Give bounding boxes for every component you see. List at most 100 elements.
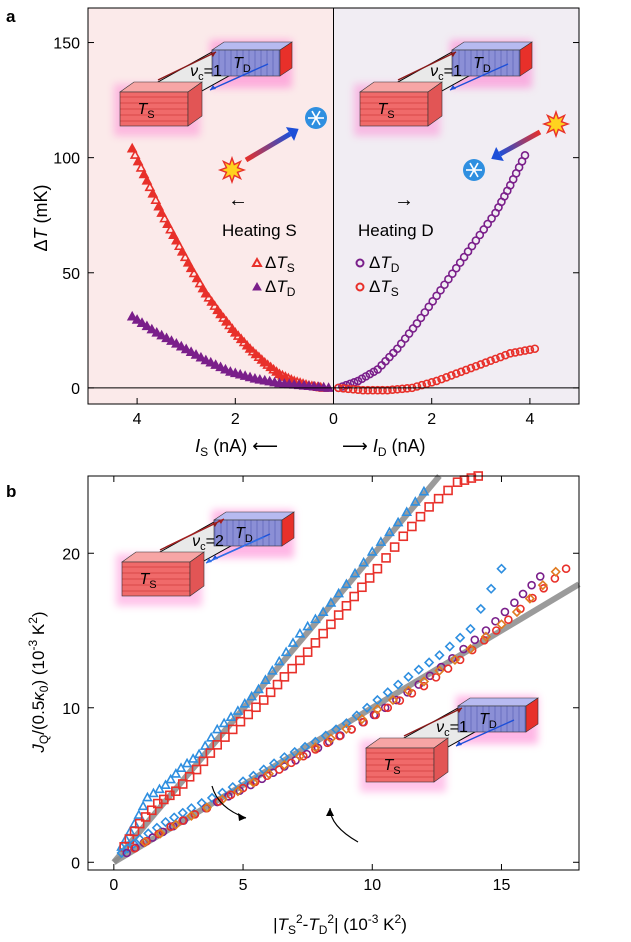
source-label: TS bbox=[377, 101, 394, 121]
data-point bbox=[310, 742, 321, 753]
data-point bbox=[476, 360, 486, 369]
data-point bbox=[341, 600, 352, 611]
panel-a-insets: TD TS νc=1 TD TS νc=1 bbox=[114, 40, 571, 185]
snowflake-arm bbox=[311, 110, 321, 126]
data-point bbox=[299, 751, 308, 761]
drain-label: TD bbox=[235, 525, 253, 545]
data-point bbox=[353, 385, 363, 395]
channel-backward bbox=[205, 536, 265, 564]
drain-top bbox=[213, 511, 295, 521]
data-point bbox=[475, 230, 485, 240]
data-point bbox=[530, 344, 540, 354]
data-point bbox=[372, 563, 383, 574]
y-tick-label: 0 bbox=[71, 855, 80, 872]
y-tick-label: 10 bbox=[62, 701, 80, 718]
drain-top bbox=[451, 41, 533, 51]
data-point bbox=[505, 349, 515, 358]
data-point bbox=[501, 350, 510, 360]
data-point bbox=[550, 566, 561, 577]
heat-source-star-icon bbox=[217, 155, 247, 185]
data-point bbox=[341, 723, 352, 735]
data-point bbox=[418, 676, 430, 687]
data-point bbox=[139, 837, 150, 848]
x-tick-label: 2 bbox=[427, 411, 436, 428]
data-point bbox=[520, 346, 530, 355]
data-point bbox=[177, 807, 188, 818]
data-point bbox=[311, 745, 320, 754]
panel-b-xlabel: |TS2-TD2| (10-3 K2) bbox=[273, 912, 407, 937]
data-point bbox=[363, 385, 373, 395]
data-point bbox=[136, 317, 148, 327]
data-point bbox=[454, 632, 466, 643]
panel-b: TD TS νc=2 TD TS νc=1 0 5 10 15 0 10 20 b JQ/(0.5κ0… bbox=[6, 471, 581, 937]
data-point bbox=[175, 762, 187, 773]
heat-flow-arrow-right bbox=[498, 129, 542, 157]
data-point bbox=[496, 352, 505, 362]
data-point bbox=[471, 236, 481, 245]
heat-flow-arrow-left-head bbox=[285, 127, 299, 141]
data-point bbox=[392, 695, 401, 705]
data-point bbox=[412, 319, 422, 328]
data-point bbox=[392, 679, 404, 690]
data-point bbox=[372, 704, 383, 715]
data-point bbox=[409, 496, 421, 506]
data-point bbox=[170, 768, 182, 778]
data-point bbox=[440, 280, 449, 290]
data-point bbox=[248, 770, 259, 781]
data-point bbox=[143, 828, 154, 839]
data-point bbox=[273, 655, 285, 666]
data-point bbox=[129, 149, 141, 159]
curved-arrow-bottom-head bbox=[326, 808, 334, 816]
heat-flow-arrow-right-head bbox=[491, 146, 504, 162]
channel-backward bbox=[449, 63, 509, 91]
data-point bbox=[170, 819, 181, 830]
y-tick-label: 100 bbox=[53, 151, 80, 168]
data-point bbox=[423, 657, 435, 668]
data-point bbox=[122, 843, 133, 854]
source-front bbox=[365, 747, 435, 783]
data-point bbox=[190, 349, 202, 359]
data-point bbox=[302, 620, 314, 631]
data-point bbox=[138, 168, 150, 179]
data-point bbox=[427, 378, 437, 387]
data-point bbox=[443, 664, 453, 673]
data-point bbox=[126, 310, 138, 321]
data-point bbox=[461, 365, 471, 375]
drain-top bbox=[211, 41, 293, 51]
data-point bbox=[129, 826, 140, 837]
data-point bbox=[511, 606, 523, 618]
data-point bbox=[310, 638, 321, 648]
data-point bbox=[220, 732, 230, 742]
data-point bbox=[160, 816, 171, 828]
data-point bbox=[373, 385, 382, 395]
data-point bbox=[166, 335, 177, 345]
data-point bbox=[147, 187, 159, 198]
data-point bbox=[135, 162, 147, 172]
data-point bbox=[434, 650, 445, 661]
channel-arrowhead bbox=[450, 52, 456, 57]
data-point bbox=[265, 687, 276, 698]
channel-backward bbox=[455, 719, 515, 747]
drain-front bbox=[451, 49, 521, 77]
data-point bbox=[418, 485, 430, 496]
data-point bbox=[470, 635, 480, 645]
data-point bbox=[366, 546, 378, 556]
data-point bbox=[280, 646, 292, 657]
data-point bbox=[200, 354, 212, 365]
drain-side bbox=[281, 511, 295, 547]
data-point bbox=[169, 812, 180, 823]
x-tick-label: 4 bbox=[525, 411, 534, 428]
data-point bbox=[398, 531, 409, 542]
data-point bbox=[436, 285, 445, 295]
x-tick-label: 4 bbox=[133, 411, 142, 428]
data-point bbox=[128, 838, 139, 849]
data-point bbox=[389, 542, 400, 552]
data-point bbox=[246, 690, 258, 701]
data-point bbox=[279, 672, 290, 682]
y-tick-label: 0 bbox=[71, 381, 80, 398]
data-point bbox=[487, 214, 496, 223]
data-point bbox=[465, 643, 476, 655]
data-point bbox=[471, 361, 481, 371]
data-point bbox=[201, 802, 213, 813]
data-point bbox=[483, 219, 492, 229]
